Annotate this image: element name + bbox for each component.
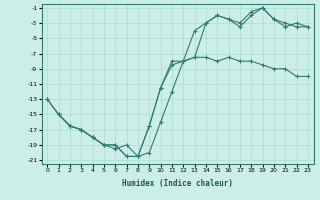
X-axis label: Humidex (Indice chaleur): Humidex (Indice chaleur)	[122, 179, 233, 188]
